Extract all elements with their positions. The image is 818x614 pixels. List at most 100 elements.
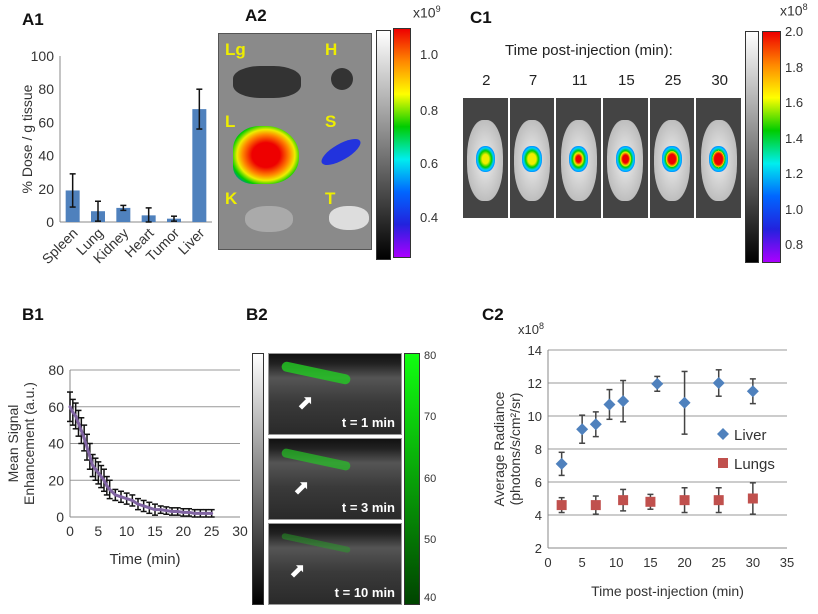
panel-label-c1: C1 [470,8,492,27]
y-tick-label: 40 [38,148,54,164]
c1-time-label: 2 [482,72,491,89]
b2-tick: 40 [424,592,437,604]
ultrasound-frame-2: ⬈ t = 3 min [268,438,402,520]
organ-label-kidney: K [225,189,238,208]
lungs-point [679,495,690,506]
y-tick-label: 2 [535,541,542,556]
liver-point [555,457,568,470]
legend-marker-lungs [718,458,728,468]
data-point [136,502,140,506]
y-unit-label: x108 [518,321,544,337]
panel-label-b1: B1 [22,305,44,324]
data-point [85,445,89,449]
x-tick-label: 15 [147,523,163,539]
y-axis-label: (photons/s/cm²/sr) [507,393,523,506]
data-point [71,410,75,414]
x-tick-label: 5 [579,555,586,570]
data-point [88,454,92,458]
legend-marker-liver [717,428,729,440]
heart-organ [331,68,353,90]
series-line [68,406,212,515]
y-tick-label: 14 [528,343,542,358]
panel-label-a1: A1 [22,10,44,29]
data-point [102,478,106,482]
x-axis-label: Time (min) [109,551,180,568]
arrow-icon: ⬈ [289,560,306,582]
ultrasound-frame-3: ⬈ t = 10 min [268,523,402,605]
arrow-icon: ⬈ [293,477,310,499]
y-tick-label: 60 [48,399,64,415]
bar [192,109,207,222]
data-point [82,436,86,440]
a2-tick: 0.8 [420,103,439,118]
b2-tick: 70 [424,411,437,423]
green-colorbar-b2 [404,353,420,605]
grayscale-colorbar-b2 [252,353,264,605]
c1-time-label: 25 [664,72,682,89]
lungs-point [590,500,601,511]
data-point [94,467,97,471]
frame-time-label: t = 10 min [334,585,395,600]
c1-mouse-frames: 2 7 11 15 25 30 [463,72,743,220]
chart-b1: 0 20 40 60 80 0 5 10 15 20 25 30 Mean Signal Enhancem… [5,362,248,568]
x-tick-label: 5 [94,523,102,539]
mouse-image [556,98,603,218]
data-point [181,510,185,514]
data-point [164,509,168,513]
b2-tick: 60 [424,473,437,485]
unit-power: 8 [539,321,544,331]
y-tick-label: 12 [528,376,542,391]
category-label: Liver [175,225,208,258]
lungs-point [747,493,758,504]
x-tick-label: 10 [609,555,623,570]
x-tick-label: 0 [544,555,551,570]
arrow-icon: ⬈ [297,392,314,414]
x-tick-label: 25 [711,555,725,570]
organ-label-heart: H [325,40,338,59]
y-axis-label: Enhancement (a.u.) [21,382,37,505]
lungs-point [556,500,567,511]
liver-point [712,377,725,389]
x-tick-label: 20 [677,555,691,570]
c1-time-label: 15 [617,72,635,89]
y-tick-label: 8 [535,442,542,457]
x-tick-label: 30 [746,555,760,570]
y-tick-label: 60 [38,114,54,130]
ultrasound-frame-1: ⬈ t = 1 min [268,353,402,435]
data-point [113,493,117,497]
a2-tick: 0.6 [420,156,439,171]
c1-tick: 1.4 [785,130,804,146]
c1-tick: 2.0 [785,24,804,39]
x-tick-label: 0 [66,523,74,539]
grayscale-colorbar-c1 [745,31,759,263]
data-point [77,421,80,425]
y-tick-label: 20 [48,472,64,488]
data-point [147,506,151,510]
x-tick-label: 35 [780,555,794,570]
data-point [74,414,78,418]
data-point [193,511,197,515]
liver-point [617,395,630,408]
legend-label: Lungs [734,456,775,473]
y-axis-label: Mean Signal [5,405,21,483]
data-point [91,464,95,468]
c1-title: Time post-injection (min): [505,42,673,59]
y-tick-label: 100 [31,48,55,64]
y-tick-label: 4 [535,508,542,523]
y-tick-label: 20 [38,181,54,197]
c1-time-label: 30 [711,72,728,89]
unit-base: x10 [518,322,539,337]
y-tick-label: 6 [535,475,542,490]
data-point [105,484,109,488]
c1-scale-exponent: x108 [780,2,808,19]
b2-tick: 50 [424,534,437,546]
data-point [108,487,112,491]
liver-point [603,398,616,411]
data-point [170,509,174,513]
mouse-image [649,98,697,218]
x-axis-label: Time post-injection (min) [591,583,744,599]
mouse-image [603,98,650,218]
x-tick-label: 30 [232,523,248,539]
contrast-overlay [280,360,352,386]
